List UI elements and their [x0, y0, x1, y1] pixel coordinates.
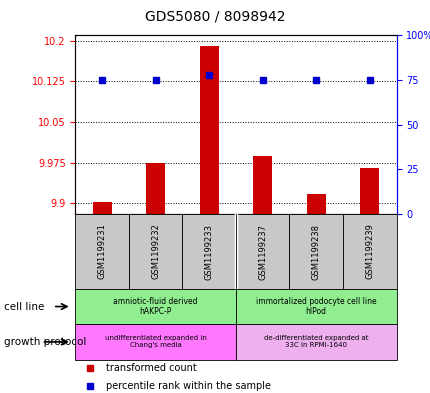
Bar: [236, 289, 396, 324]
Text: transformed count: transformed count: [106, 363, 196, 373]
Bar: [306, 194, 325, 214]
Bar: [129, 214, 182, 289]
Text: cell line: cell line: [4, 301, 45, 312]
Bar: [92, 202, 111, 214]
Bar: [236, 214, 289, 289]
Bar: [236, 324, 396, 360]
Bar: [359, 168, 378, 214]
Text: GSM1199231: GSM1199231: [98, 224, 107, 279]
Text: de-differentiated expanded at
33C in RPMI-1640: de-differentiated expanded at 33C in RPM…: [264, 335, 368, 349]
Bar: [146, 163, 165, 214]
Bar: [253, 156, 271, 214]
Text: undifferentiated expanded in
Chang's media: undifferentiated expanded in Chang's med…: [104, 335, 206, 349]
Text: immortalized podocyte cell line
hIPod: immortalized podocyte cell line hIPod: [255, 297, 376, 316]
Text: GSM1199232: GSM1199232: [151, 224, 160, 279]
Text: percentile rank within the sample: percentile rank within the sample: [106, 381, 270, 391]
Text: GSM1199239: GSM1199239: [364, 224, 373, 279]
Text: GDS5080 / 8098942: GDS5080 / 8098942: [145, 10, 285, 24]
Text: growth protocol: growth protocol: [4, 337, 86, 347]
Text: GSM1199237: GSM1199237: [258, 224, 267, 279]
Bar: [182, 214, 236, 289]
Bar: [200, 46, 218, 214]
Bar: [75, 214, 129, 289]
Text: GSM1199238: GSM1199238: [311, 224, 320, 279]
Bar: [75, 324, 236, 360]
Bar: [342, 214, 396, 289]
Text: amniotic-fluid derived
hAKPC-P: amniotic-fluid derived hAKPC-P: [113, 297, 197, 316]
Bar: [289, 214, 342, 289]
Text: GSM1199233: GSM1199233: [204, 224, 213, 279]
Bar: [75, 289, 236, 324]
